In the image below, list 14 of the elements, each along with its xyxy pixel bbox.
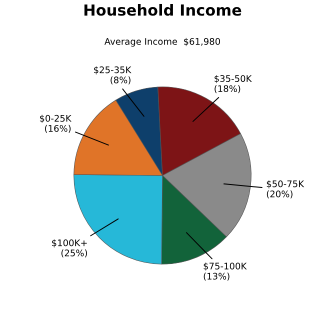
data-label: (20%)	[266, 190, 292, 198]
data-label: (25%)	[61, 249, 87, 258]
chart-title: Household Income	[84, 4, 242, 16]
slice-label: $50-75K	[266, 180, 304, 188]
slice-label: $25-35K	[94, 66, 132, 74]
data-label: (13%)	[204, 272, 230, 281]
data-label: (18%)	[214, 85, 240, 94]
chart-subtitle: Average Income $61,980	[104, 38, 220, 47]
slice-label: $100K+	[52, 239, 87, 248]
slice-label: $75-100K	[204, 262, 247, 271]
data-label: (16%)	[45, 124, 71, 133]
slice-label: $35-50K	[214, 74, 252, 84]
data-label: (8%)	[110, 76, 130, 84]
slice-label: $0-25K	[40, 114, 72, 123]
